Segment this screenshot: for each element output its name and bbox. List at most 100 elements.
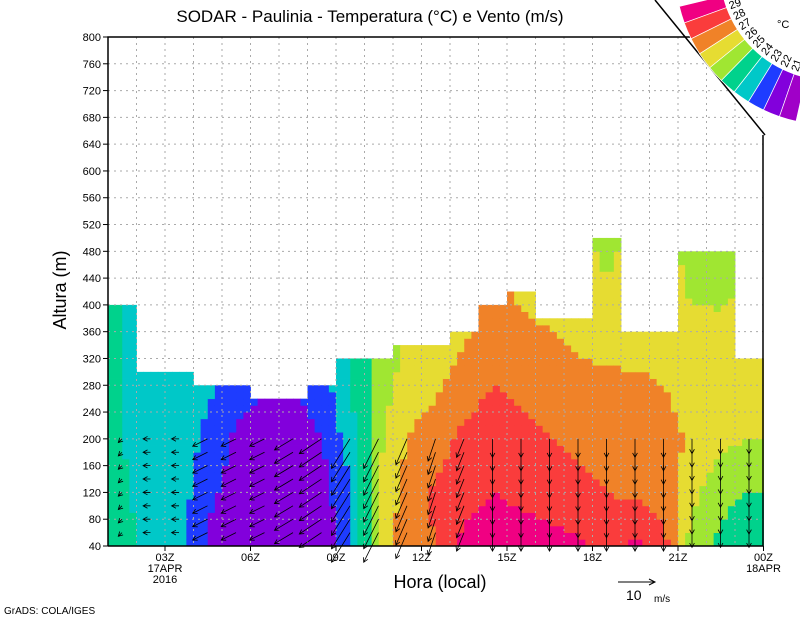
temperature-cell (186, 425, 194, 433)
temperature-cell (293, 525, 301, 534)
temperature-cell (720, 251, 729, 259)
temperature-cell (485, 358, 494, 366)
temperature-cell (464, 405, 472, 413)
temperature-cell (720, 539, 729, 547)
wind-vector (273, 518, 294, 531)
temperature-cell (578, 505, 586, 513)
temperature-cell (243, 405, 251, 413)
temperature-cell (328, 492, 337, 500)
temperature-cell (108, 324, 116, 333)
temperature-cell (678, 425, 686, 433)
temperature-cell (350, 525, 358, 534)
temperature-cell (207, 391, 216, 400)
temperature-cell (571, 365, 579, 373)
temperature-cell (407, 371, 415, 379)
temperature-cell (336, 405, 344, 413)
temperature-cell (407, 479, 415, 487)
temperature-cell (727, 251, 736, 259)
temperature-cell (371, 512, 380, 520)
temperature-cell (300, 512, 308, 520)
temperature-cell (592, 412, 601, 420)
temperature-cell (343, 378, 351, 386)
temperature-cell (592, 458, 601, 467)
wind-vector (331, 478, 351, 510)
temperature-cell (670, 438, 679, 446)
temperature-cell (692, 331, 700, 339)
temperature-cell (628, 539, 636, 547)
temperature-cell (613, 432, 622, 440)
temperature-cell (229, 505, 237, 513)
temperature-cell (678, 284, 686, 292)
temperature-cell (193, 525, 202, 534)
temperature-cell (115, 425, 123, 433)
temperature-cell (528, 304, 536, 312)
temperature-cell (407, 445, 415, 453)
temperature-cell (642, 418, 650, 426)
temperature-cell (407, 345, 415, 353)
temperature-cell (457, 398, 465, 406)
temperature-cell (321, 525, 330, 534)
temperature-cell (649, 452, 658, 460)
temperature-cell (685, 385, 693, 393)
temperature-cell (742, 358, 750, 366)
temperature-cell (735, 398, 743, 406)
temperature-cell (635, 532, 643, 540)
temperature-cell (328, 519, 337, 527)
temperature-cell (179, 505, 187, 513)
temperature-cell (749, 539, 757, 547)
temperature-cell (535, 358, 544, 366)
temperature-cell (613, 311, 622, 319)
temperature-cell (606, 532, 615, 540)
temperature-cell (115, 398, 123, 406)
temperature-cell (592, 304, 601, 312)
temperature-cell (328, 539, 337, 547)
temperature-cell (243, 391, 251, 400)
temperature-cell (478, 465, 487, 473)
y-tick-label: 680 (83, 112, 101, 124)
temperature-cell (193, 391, 202, 400)
temperature-cell (727, 532, 736, 540)
temperature-cell (507, 358, 515, 366)
y-tick-label: 520 (83, 220, 101, 232)
temperature-cell (393, 418, 401, 426)
temperature-cell (136, 398, 145, 406)
temperature-cell (193, 512, 202, 520)
temperature-cell (442, 385, 451, 393)
temperature-cell (713, 324, 722, 333)
temperature-cell (478, 378, 487, 386)
temperature-cell (108, 539, 116, 547)
temperature-cell (749, 445, 757, 453)
temperature-cell (464, 492, 472, 500)
temperature-cell (307, 412, 316, 420)
temperature-cell (621, 365, 629, 373)
temperature-cell (635, 479, 643, 487)
temperature-cell (628, 492, 636, 500)
temperature-cell (186, 385, 194, 393)
temperature-cell (713, 418, 722, 426)
temperature-cell (321, 438, 330, 446)
temperature-cell (578, 539, 586, 547)
temperature-cell (592, 251, 601, 259)
temperature-cell (699, 485, 707, 493)
temperature-cell (450, 512, 458, 520)
temperature-cell (357, 452, 365, 460)
wind-vector (426, 452, 436, 476)
temperature-cell (492, 351, 501, 359)
temperature-cell (606, 539, 615, 547)
colorbar-label: 21 (789, 58, 800, 73)
temperature-cell (343, 525, 351, 534)
temperature-cell (457, 485, 465, 493)
temperature-cell (471, 452, 479, 460)
temperature-cell (179, 492, 187, 500)
temperature-cell (115, 499, 123, 507)
temperature-cell (706, 432, 715, 440)
temperature-cell (556, 445, 565, 453)
temperature-cell (378, 532, 387, 540)
temperature-cell (699, 519, 707, 527)
temperature-cell (464, 398, 472, 406)
temperature-cell (542, 505, 551, 513)
temperature-cell (471, 391, 479, 400)
temperature-cell (279, 525, 287, 534)
temperature-cell (670, 452, 679, 460)
temperature-cell (300, 438, 308, 446)
